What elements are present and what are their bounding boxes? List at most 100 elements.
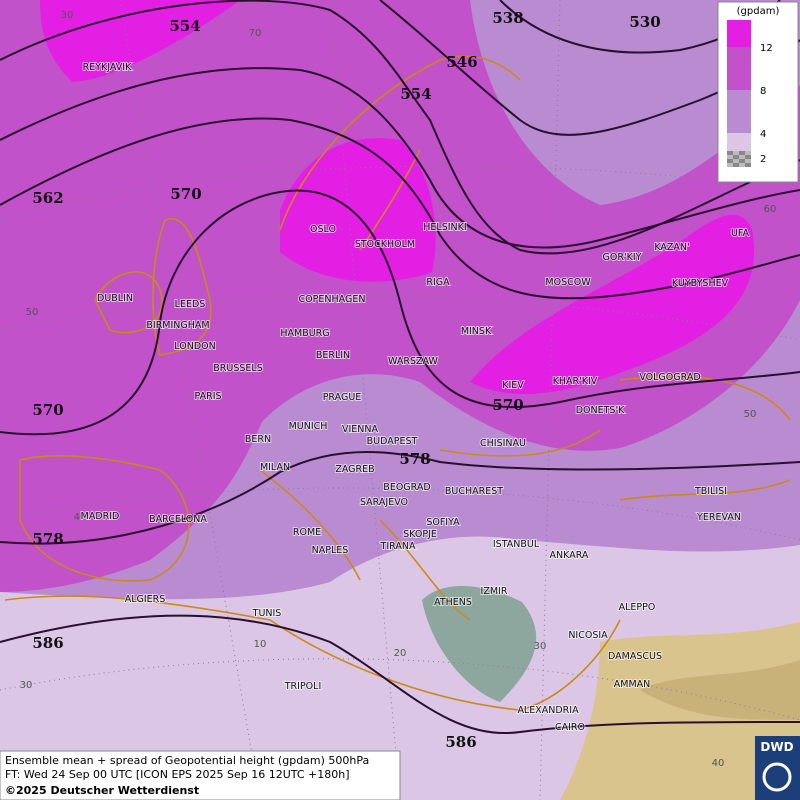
- city-label: BERN: [245, 434, 271, 445]
- city-label: AMMAN: [614, 679, 651, 690]
- coast: [439, 375, 791, 501]
- logo: DWD: [755, 736, 800, 800]
- grid-label: 40: [712, 758, 725, 769]
- city-label: KHAR'KIV: [553, 376, 598, 387]
- labels: 30 70 60 50 50 40 30 20 10 30 40 554 538 530 546 554 562…: [20, 9, 777, 769]
- city-label: MINSK: [461, 326, 492, 337]
- coast: [94, 217, 212, 356]
- contour-line: [0, 0, 800, 255]
- latitude-line: [0, 165, 800, 221]
- contour-label: 570: [32, 401, 63, 419]
- grid-label: 10: [254, 639, 267, 650]
- city-label: RIGA: [426, 277, 450, 288]
- legend: (gpdam) 12 8 4 2: [717, 1, 799, 183]
- city-label: NAPLES: [312, 545, 349, 556]
- contour-label: 546: [446, 53, 477, 71]
- city-label: MILAN: [260, 462, 290, 473]
- city-label: BARCELONA: [149, 514, 207, 525]
- contour-line: [0, 614, 800, 735]
- coast: [19, 455, 471, 621]
- city-label: BUDAPEST: [367, 436, 418, 447]
- coast: [4, 55, 621, 711]
- city-label: ZAGREB: [335, 464, 374, 475]
- city-label: VIENNA: [342, 424, 379, 435]
- grid-label: 60: [764, 204, 777, 215]
- desert-relief: [640, 660, 800, 720]
- city-label: CAIRO: [555, 722, 585, 733]
- legend-swatch: [727, 151, 751, 167]
- footer-line: Ensemble mean + spread of Geopotential h…: [5, 754, 369, 767]
- grid-label: 50: [744, 409, 757, 420]
- city-label: LEEDS: [175, 299, 206, 310]
- city-label: SKOPJE: [403, 529, 437, 540]
- city-label: HAMBURG: [280, 328, 329, 339]
- contour-label: 578: [32, 530, 63, 548]
- city-label: COPENHAGEN: [299, 294, 366, 305]
- legend-swatch: [727, 20, 751, 47]
- city-label: MOSCOW: [545, 277, 591, 288]
- grid-label: 40: [74, 512, 87, 523]
- grid-label: 50: [26, 307, 39, 318]
- footer-box: [0, 750, 401, 800]
- spread-over-12: [280, 138, 436, 282]
- grid-label: 30: [20, 680, 33, 691]
- contour-label: 562: [32, 189, 63, 207]
- city-label: PARIS: [194, 391, 221, 402]
- legend-title: (gpdam): [737, 6, 780, 17]
- city-label: BEOGRAD: [383, 482, 430, 493]
- city-label: WARSZAW: [388, 356, 438, 367]
- legend-swatch: [727, 90, 751, 133]
- city-label: BIRMINGHAM: [146, 320, 209, 331]
- city-label: OSLO: [310, 224, 336, 235]
- contour-label: 578: [399, 450, 430, 468]
- city-label: GOR'KIY: [603, 252, 642, 263]
- city-label: STOCKHOLM: [355, 239, 415, 250]
- city-label: ALGIERS: [125, 594, 166, 605]
- sea-area: [422, 585, 537, 702]
- city-label: TUNIS: [252, 608, 282, 619]
- contour-label: 554: [400, 85, 431, 103]
- city-label: ALEPPO: [619, 602, 656, 613]
- contours: [0, 0, 800, 735]
- city-label: KUYBYSHEV: [672, 278, 729, 289]
- city-label: BERLIN: [316, 350, 350, 361]
- city-label: KAZAN': [654, 242, 689, 253]
- footer-line: FT: Wed 24 Sep 00 UTC [ICON EPS 2025 Sep…: [5, 768, 350, 781]
- city-label: IZMIR: [481, 586, 508, 597]
- spread-8-12: [0, 0, 800, 592]
- city-label: NICOSIA: [568, 630, 608, 641]
- city-label: MUNICH: [289, 421, 328, 432]
- longitude-line: [539, 0, 561, 800]
- contour-line: [0, 451, 800, 545]
- spread-over-12: [470, 214, 755, 395]
- city-label: CHISINAU: [480, 438, 526, 449]
- contour-label: 530: [629, 13, 660, 31]
- legend-tick: 12: [760, 43, 773, 54]
- contour-line: [0, 189, 800, 436]
- coastlines: [4, 55, 791, 711]
- footer-line: ©2025 Deutscher Wetterdienst: [5, 784, 199, 797]
- city-label: MADRID: [81, 511, 120, 522]
- city-label: PRAGUE: [323, 392, 362, 403]
- city-label: DUBLIN: [97, 293, 133, 304]
- city-label: TRIPOLI: [284, 681, 322, 692]
- checker-pattern: [727, 151, 751, 167]
- city-label: ROME: [293, 527, 321, 538]
- contour-label: 586: [32, 634, 63, 652]
- spread-over-12: [40, 0, 240, 82]
- contour-label: 570: [492, 396, 523, 414]
- city-label: SARAJEVO: [360, 497, 408, 508]
- legend-checker: [727, 151, 751, 167]
- footer: Ensemble mean + spread of Geopotential h…: [0, 750, 401, 800]
- city-label: VOLGOGRAD: [639, 372, 700, 383]
- contour-label: 554: [169, 17, 200, 35]
- city-label: BUCHAREST: [445, 486, 503, 497]
- grid-label: 20: [394, 648, 407, 659]
- city-label: ANKARA: [550, 550, 589, 561]
- legend-tick: 4: [760, 129, 766, 140]
- city-label: ALEXANDRIA: [517, 705, 579, 716]
- contour-label: 586: [445, 733, 476, 751]
- city-label: KIEV: [502, 380, 524, 391]
- city-label: YEREVAN: [696, 512, 741, 523]
- city-label: TIRANA: [380, 541, 416, 552]
